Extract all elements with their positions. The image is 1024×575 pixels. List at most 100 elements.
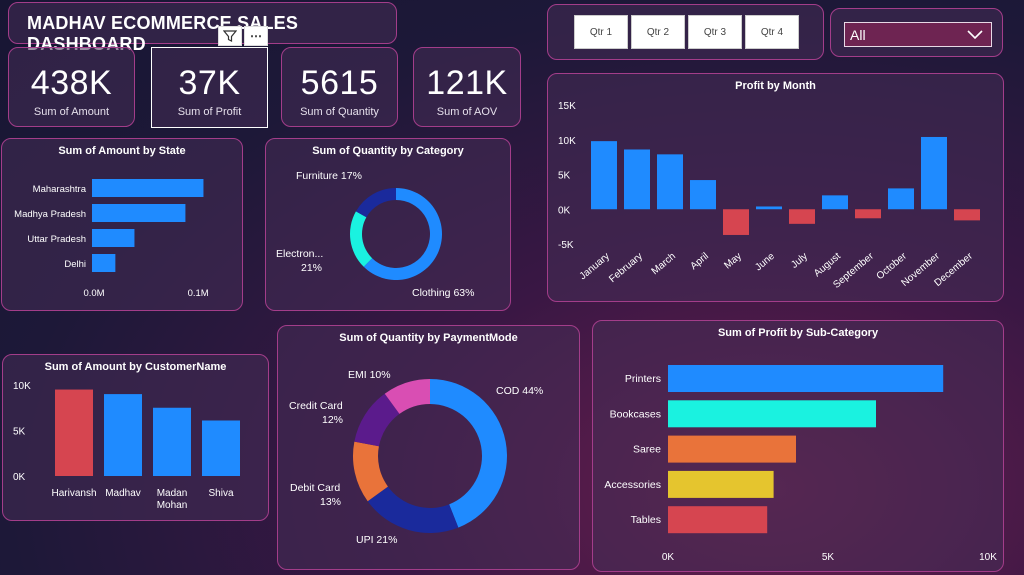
category-label: Tables bbox=[631, 514, 661, 526]
bar-april bbox=[690, 180, 716, 210]
slice-emi bbox=[384, 379, 430, 414]
chart-title: Sum of Quantity by Category bbox=[312, 145, 464, 157]
kpi-value: 121K bbox=[426, 64, 508, 102]
quantity-by-paymentmode-card: Sum of Quantity by PaymentMode COD 44% UP… bbox=[277, 325, 580, 570]
x-tick-label: April bbox=[689, 251, 711, 272]
y-tick-label: 10K bbox=[13, 381, 31, 392]
x-tick-label: March bbox=[650, 251, 678, 277]
slice-label: Clothing 63% bbox=[412, 287, 474, 299]
dropdown-value: All bbox=[850, 26, 866, 43]
category-label: Delhi bbox=[64, 259, 86, 270]
bar-bookcases bbox=[668, 400, 876, 428]
quarter-slicer: Qtr 1 Qtr 2 Qtr 3 Qtr 4 bbox=[547, 4, 824, 60]
more-options-icon[interactable]: ⋯ bbox=[244, 26, 268, 46]
chart-title: Sum of Amount by CustomerName bbox=[44, 361, 227, 373]
chart-title: Sum of Quantity by PaymentMode bbox=[339, 332, 518, 344]
dropdown-slicer-card: All bbox=[830, 8, 1003, 57]
x-tick-label: Mohan bbox=[157, 500, 188, 511]
slice-debit-card bbox=[353, 441, 388, 502]
kpi-value: 5615 bbox=[300, 64, 379, 102]
x-tick-label: Harivansh bbox=[51, 488, 96, 499]
slice-label: Electron... bbox=[276, 248, 323, 260]
profit-by-month-card: Profit by Month 15K 10K 5K 0K -5K January Febr… bbox=[547, 73, 1004, 302]
bar-printers bbox=[668, 365, 944, 392]
category-label: Bookcases bbox=[610, 408, 661, 420]
x-tick-label: Shiva bbox=[208, 488, 233, 499]
y-tick-label: 5K bbox=[558, 171, 571, 182]
slice-label: COD 44% bbox=[496, 385, 543, 397]
x-tick-label: June bbox=[753, 251, 777, 274]
slice-label: Credit Card bbox=[289, 400, 343, 412]
kpi-card-profit[interactable]: 37K Sum of Profit bbox=[151, 47, 268, 128]
kpi-value: 438K bbox=[30, 64, 113, 102]
slice-label: UPI 21% bbox=[356, 534, 397, 546]
y-tick-label: -5K bbox=[558, 240, 574, 251]
bar-may bbox=[723, 209, 749, 235]
bar-maharashtra bbox=[92, 179, 204, 197]
bar-september bbox=[855, 209, 881, 219]
bar-march bbox=[657, 154, 683, 210]
x-tick-label: 0K bbox=[662, 552, 675, 563]
chevron-down-icon bbox=[967, 29, 983, 39]
kpi-label: Sum of Quantity bbox=[300, 106, 379, 118]
category-label: Maharashtra bbox=[33, 184, 87, 195]
slice-label: 21% bbox=[301, 262, 322, 274]
slice-clothing bbox=[363, 188, 442, 280]
profit-by-subcategory-chart: Printers Bookcases Saree Accessories Tables 0… bbox=[604, 365, 997, 563]
bar-madhya-pradesh bbox=[92, 204, 186, 222]
category-label: Madhya Pradesh bbox=[14, 209, 86, 220]
bar-uttar-pradesh bbox=[92, 229, 135, 247]
kpi-label: Sum of AOV bbox=[436, 106, 498, 118]
kpi-card-amount[interactable]: 438K Sum of Amount bbox=[8, 47, 135, 127]
category-label: Uttar Pradesh bbox=[27, 234, 86, 245]
bar-december bbox=[954, 209, 980, 221]
y-tick-label: 0K bbox=[558, 205, 571, 216]
x-tick-label: Madhav bbox=[105, 488, 141, 499]
qtr-3-button[interactable]: Qtr 3 bbox=[688, 15, 742, 49]
kpi-value: 37K bbox=[178, 64, 241, 102]
x-tick-label: 10K bbox=[979, 552, 997, 563]
bar-harivansh bbox=[55, 389, 93, 476]
qtr-4-button[interactable]: Qtr 4 bbox=[745, 15, 799, 49]
bar-november bbox=[921, 136, 947, 210]
kpi-card-quantity[interactable]: 5615 Sum of Quantity bbox=[281, 47, 398, 127]
slice-label: 13% bbox=[320, 496, 341, 508]
bar-saree bbox=[668, 435, 796, 463]
x-tick-label: 0.0M bbox=[83, 288, 104, 299]
bar-january bbox=[591, 141, 617, 210]
amount-by-state-card: Sum of Amount by State Maharashtra Madhya… bbox=[1, 138, 243, 311]
kpi-label: Sum of Amount bbox=[33, 106, 110, 118]
bar-february bbox=[624, 149, 650, 210]
dashboard-title-card: MADHAV ECOMMERCE SALES DASHBOARD bbox=[8, 2, 397, 54]
qtr-2-button[interactable]: Qtr 2 bbox=[631, 15, 685, 49]
bar-august bbox=[822, 195, 848, 210]
quantity-by-paymentmode-chart: COD 44% UPI 21% Debit Card 13% Credit Card 12… bbox=[289, 369, 543, 546]
amount-by-state-chart: Maharashtra Madhya Pradesh Uttar Pradesh De… bbox=[14, 179, 209, 299]
bar-delhi bbox=[92, 254, 116, 272]
visual-toolbar: ⋯ bbox=[218, 26, 268, 46]
quantity-by-category-card: Sum of Quantity by Category Furniture 17… bbox=[265, 138, 511, 311]
chart-title: Sum of Amount by State bbox=[58, 145, 186, 157]
quantity-by-category-chart: Furniture 17% Electron... 21% Clothing 63% bbox=[276, 170, 474, 299]
bar-tables bbox=[668, 506, 768, 534]
x-tick-label: 0.1M bbox=[188, 288, 209, 299]
amount-by-customer-card: Sum of Amount by CustomerName 10K 5K 0K Har… bbox=[2, 354, 269, 521]
y-tick-label: 0K bbox=[13, 472, 26, 483]
y-tick-label: 15K bbox=[558, 101, 576, 112]
x-tick-label: July bbox=[789, 251, 810, 271]
slice-label: 12% bbox=[322, 414, 343, 426]
y-tick-label: 10K bbox=[558, 136, 576, 147]
category-label: Accessories bbox=[604, 479, 661, 491]
kpi-label: Sum of Profit bbox=[177, 106, 242, 118]
kpi-card-aov[interactable]: 121K Sum of AOV bbox=[413, 47, 521, 127]
chart-title: Sum of Profit by Sub-Category bbox=[717, 327, 879, 339]
filter-icon[interactable] bbox=[218, 26, 242, 46]
slice-label: Debit Card bbox=[290, 482, 340, 494]
x-tick-label: Madan bbox=[157, 488, 188, 499]
slice-furniture bbox=[355, 188, 396, 218]
category-dropdown[interactable]: All bbox=[844, 22, 992, 47]
qtr-1-button[interactable]: Qtr 1 bbox=[574, 15, 628, 49]
bar-june bbox=[756, 206, 782, 210]
bar-madan-mohan bbox=[153, 407, 191, 476]
